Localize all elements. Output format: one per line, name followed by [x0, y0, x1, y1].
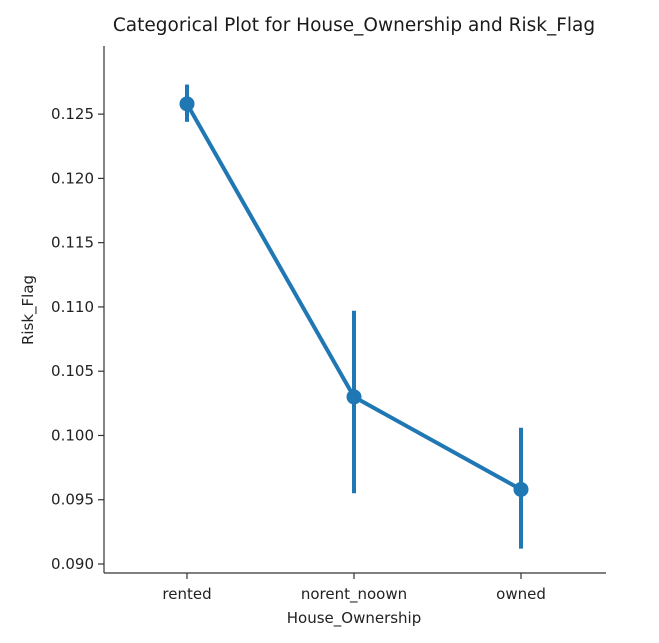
x-tick-label: owned	[496, 585, 546, 603]
y-tick-label: 0.090	[51, 555, 94, 573]
y-tick-label: 0.095	[51, 491, 94, 509]
y-tick-label: 0.115	[51, 234, 94, 252]
y-tick-label: 0.100	[51, 426, 94, 444]
x-tick-label: rented	[162, 585, 211, 603]
chart-title: Categorical Plot for House_Ownership and…	[113, 15, 595, 36]
series-risk-flag	[179, 84, 529, 549]
data-point	[513, 481, 529, 497]
y-axis-label: Risk_Flag	[19, 275, 38, 345]
x-axis: rented norent_noown owned	[104, 572, 606, 604]
x-axis-label: House_Ownership	[287, 609, 422, 628]
x-tick-label: norent_noown	[301, 585, 407, 604]
y-tick-label: 0.125	[51, 105, 94, 123]
y-tick-label: 0.120	[51, 169, 94, 187]
y-axis: 0.090 0.095 0.100 0.105 0.110 0.115 0.120 0.125	[51, 46, 105, 573]
data-point	[179, 96, 195, 112]
data-point	[346, 389, 362, 405]
y-tick-label: 0.110	[51, 298, 94, 316]
y-tick-label: 0.105	[51, 362, 94, 380]
